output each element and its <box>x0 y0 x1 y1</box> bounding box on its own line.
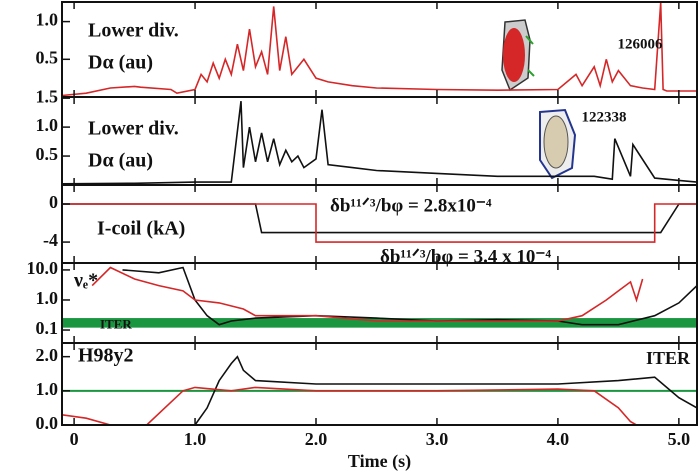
plasma-shape-icon <box>501 19 535 92</box>
plot-area <box>62 203 697 243</box>
y-tick-label: 10.0 <box>27 258 59 278</box>
plot-area <box>62 2 697 97</box>
y-tick-label: 0.5 <box>36 144 59 164</box>
panel-frame <box>61 342 698 426</box>
x-axis-label: Time (s) <box>348 451 411 472</box>
y-tick-label: 0.1 <box>36 318 59 338</box>
y-tick-label: 1.0 <box>36 379 59 399</box>
reference-label: ITER <box>646 348 691 368</box>
plot-area <box>62 266 697 328</box>
x-tick-label: 3.0 <box>426 429 449 449</box>
annotation: δb¹¹ᐟ³/bφ = 2.8x10⁻⁴ <box>330 195 492 216</box>
plasma-shape-icon <box>539 108 577 180</box>
panel-label: νₑ* <box>73 270 98 292</box>
panel-label: H98y2 <box>78 345 134 367</box>
panel-label: Dα (au) <box>88 150 153 172</box>
y-tick-label: 0.5 <box>36 47 59 67</box>
shot-number: 126006 <box>618 36 664 52</box>
y-tick-label: 2.0 <box>36 345 59 365</box>
panel-frame <box>61 1 698 98</box>
y-tick-label: 1.0 <box>36 10 59 30</box>
y-tick-label: -4 <box>43 230 58 250</box>
shot-number: 122338 <box>582 109 627 125</box>
plot-area <box>62 101 697 185</box>
x-tick-label: 4.0 <box>547 429 570 449</box>
x-tick-label: 2.0 <box>305 429 328 449</box>
y-tick-label: 1.5 <box>36 86 59 106</box>
panel-label: Lower div. <box>88 118 179 140</box>
panel-label: I-coil (kA) <box>97 218 185 240</box>
data-line <box>62 2 697 97</box>
data-line <box>62 386 637 425</box>
y-tick-label: 0 <box>49 192 58 212</box>
iter-band <box>62 318 697 328</box>
x-tick-label: 5.0 <box>668 429 691 449</box>
band-label: ITER <box>100 317 132 332</box>
x-tick-label: 0 <box>70 429 79 449</box>
y-tick-label: 0.0 <box>36 413 59 433</box>
data-line <box>62 101 697 185</box>
data-line <box>91 266 644 322</box>
y-tick-label: 1.0 <box>36 288 59 308</box>
annotation: δb¹¹ᐟ³/bφ = 3.4 x 10⁻⁴ <box>380 246 551 267</box>
data-line <box>194 355 697 425</box>
data-line <box>62 203 697 243</box>
plot-area <box>62 355 697 425</box>
panel-label: Dα (au) <box>88 52 153 74</box>
data-line <box>122 266 697 326</box>
x-tick-label: 1.0 <box>184 429 207 449</box>
y-tick-label: 1.0 <box>36 115 59 135</box>
panel-label: Lower div. <box>88 20 179 42</box>
